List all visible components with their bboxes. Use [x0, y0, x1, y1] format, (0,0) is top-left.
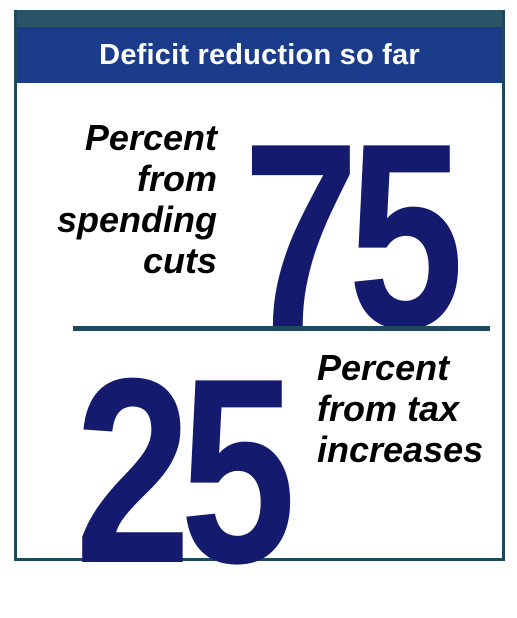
spending-caption-line: spending	[57, 199, 217, 240]
infographic-card: Deficit reduction so far Percent from sp…	[14, 10, 505, 603]
spending-percent-value: 75	[243, 88, 464, 383]
tax-caption: Percent from tax increases	[317, 347, 497, 470]
tax-percent-value: 25	[75, 323, 296, 618]
divider	[73, 326, 490, 331]
header-title: Deficit reduction so far	[17, 27, 502, 83]
tax-caption-line: Percent	[317, 347, 450, 388]
spending-caption-line: cuts	[142, 240, 217, 281]
spending-caption-line: Percent	[84, 117, 217, 158]
spending-caption: Percent from spending cuts	[37, 117, 217, 281]
spending-caption-line: from	[137, 158, 217, 199]
tax-caption-line: from tax	[317, 388, 460, 429]
top-band	[17, 10, 502, 27]
tax-caption-line: increases	[317, 429, 484, 470]
